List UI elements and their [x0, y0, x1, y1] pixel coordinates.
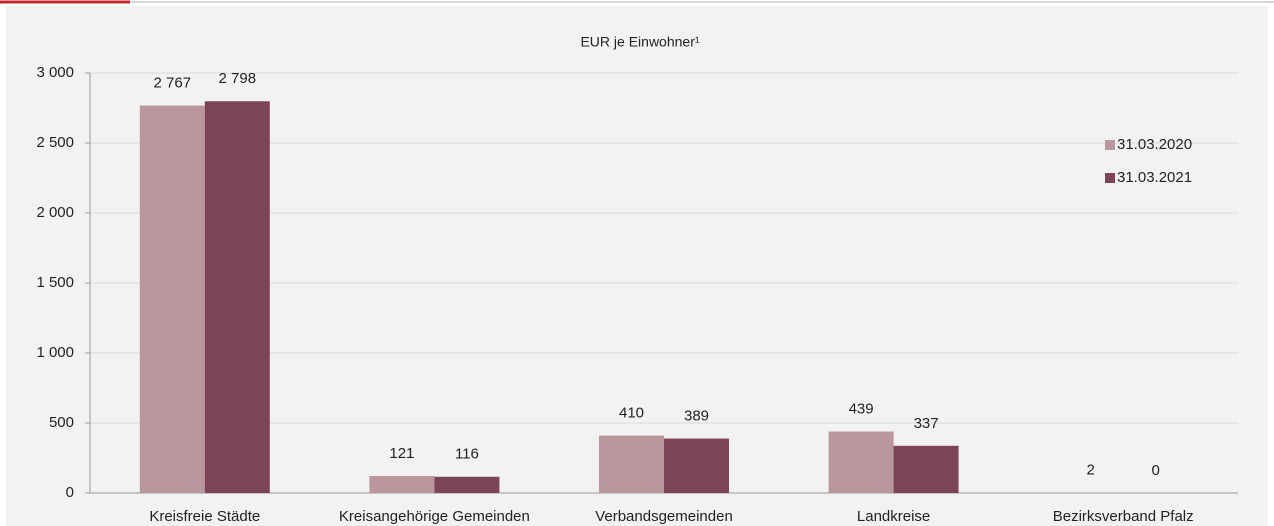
y-tick-label: 0 [66, 484, 74, 501]
value-label: 0 [1152, 462, 1160, 479]
legend-swatch [1105, 173, 1115, 183]
value-label: 389 [684, 408, 709, 425]
x-tick-label: Landkreise [857, 508, 930, 525]
value-label: 2 [1087, 462, 1095, 479]
value-label: 2 798 [219, 70, 257, 87]
value-label: 116 [455, 446, 479, 463]
value-label: 410 [619, 405, 644, 422]
bar [664, 438, 729, 493]
legend-swatch [1105, 140, 1115, 150]
x-tick-label: Kreisangehörige Gemeinden [339, 508, 530, 525]
y-tick-label: 3 000 [36, 64, 74, 81]
value-label: 121 [389, 445, 414, 462]
value-label: 439 [849, 401, 874, 418]
bar [204, 101, 270, 493]
legend-label: 31.03.2020 [1117, 136, 1192, 153]
bar [599, 435, 664, 493]
bar [828, 431, 894, 493]
x-tick-label: Kreisfreie Städte [149, 508, 260, 525]
y-tick-label: 2 500 [36, 134, 74, 151]
y-tick-label: 1 000 [36, 344, 74, 361]
bar [369, 476, 435, 493]
bar [139, 105, 205, 494]
x-tick-label: Verbandsgemeinden [595, 508, 733, 525]
y-tick-label: 1 500 [36, 274, 74, 291]
chart-title: EUR je Einwohner¹ [580, 34, 699, 50]
bar [434, 476, 500, 493]
value-label: 337 [914, 415, 939, 432]
y-tick-label: 500 [49, 414, 74, 431]
bar [893, 445, 959, 493]
x-tick-label: Bezirksverband Pfalz [1053, 508, 1194, 525]
y-tick-label: 2 000 [36, 204, 74, 221]
value-label: 2 767 [154, 75, 192, 92]
legend-label: 31.03.2021 [1117, 169, 1192, 186]
